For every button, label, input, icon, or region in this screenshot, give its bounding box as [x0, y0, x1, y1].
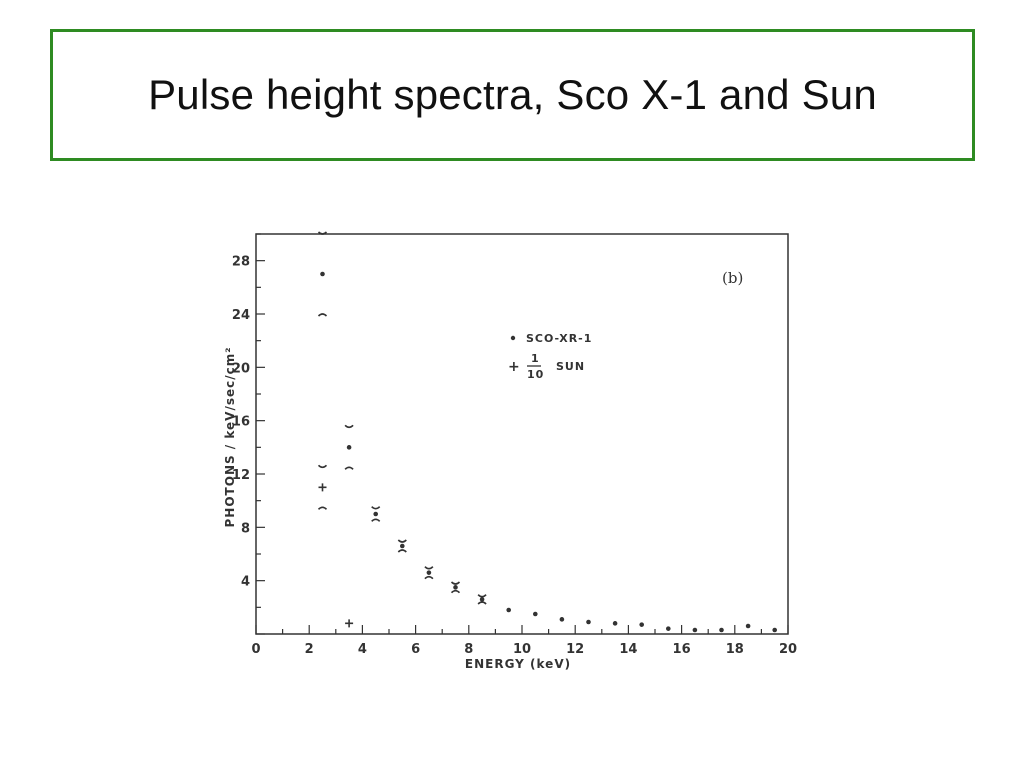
sco-data-point: [506, 607, 512, 613]
sun-data-point: [345, 619, 354, 628]
sun-data-point: [318, 483, 327, 492]
sco-data-point: [479, 597, 485, 602]
sco-data-point: [586, 619, 591, 625]
y-tick-label: 20: [232, 361, 250, 376]
panel-label: (b): [722, 269, 743, 287]
slide-title: Pulse height spectra, Sco X-1 and Sun: [148, 71, 877, 118]
x-tick-label: 4: [358, 642, 367, 657]
sco-data-point: [639, 622, 644, 627]
error-bar-upper: [477, 594, 487, 598]
legend-fraction-numerator: 1: [531, 352, 540, 365]
x-tick-label: 20: [779, 642, 797, 657]
sco-data-point: [719, 627, 724, 633]
sco-data-point: [612, 621, 618, 626]
sco-data-point: [346, 445, 352, 450]
x-axis-title: ENERGY (keV): [465, 657, 571, 671]
error-bar-lower: [477, 601, 487, 605]
sco-data-point: [772, 627, 777, 633]
slide-title-box: Pulse height spectra, Sco X-1 and Sun: [50, 29, 975, 161]
sco-data-point: [320, 271, 325, 277]
x-tick-label: 14: [619, 642, 637, 657]
sco-data-point: [373, 511, 379, 517]
error-bar-lower: [344, 466, 354, 470]
x-tick-label: 16: [673, 642, 691, 657]
legend-sco-label: SCO-XR-1: [526, 332, 592, 345]
sco-data-point: [453, 585, 458, 590]
legend-fraction-denominator: 10: [527, 368, 544, 381]
sco-data-point: [400, 543, 405, 549]
error-bar-upper: [344, 424, 354, 429]
sco-data-point: [745, 623, 751, 629]
x-tick-label: 2: [305, 642, 314, 657]
error-bar-lower: [397, 549, 407, 553]
error-bar-lower: [317, 313, 328, 317]
x-tick-label: 10: [513, 642, 531, 657]
y-axis: 4 8 12 16 20 24 28: [232, 233, 265, 635]
sco-data-point: [692, 627, 698, 633]
error-bar-upper: [424, 566, 434, 570]
sco-data-point: [666, 626, 671, 631]
sco-data-point: [559, 617, 565, 622]
error-bar-lower: [371, 518, 381, 522]
legend-dot-marker: [510, 335, 516, 341]
x-tick-label: 6: [411, 642, 420, 657]
error-bar-upper: [397, 539, 407, 543]
x-tick-label: 8: [464, 642, 473, 657]
sco-data-point: [426, 570, 432, 575]
y-tick-label: 28: [232, 255, 250, 270]
plot-frame: [255, 233, 789, 635]
sco-data-point: [533, 611, 538, 617]
y-tick-label: 4: [241, 575, 250, 590]
error-bar-upper: [317, 464, 328, 469]
error-bar-lower: [450, 589, 461, 594]
y-tick-label: 12: [232, 468, 250, 483]
y-tick-label: 8: [241, 521, 250, 536]
x-axis: 0 2 4 6 8 10 12 14 16 18 20: [251, 625, 797, 657]
y-tick-label: 16: [232, 415, 250, 430]
data-marks: [317, 231, 777, 633]
error-bar-upper: [317, 231, 328, 235]
error-bar-upper: [371, 506, 381, 510]
legend-plus-marker: +: [508, 359, 521, 375]
y-tick-label: 24: [232, 308, 250, 323]
error-bar-lower: [424, 575, 434, 580]
plot-border: [255, 233, 789, 635]
x-tick-label: 18: [726, 642, 744, 657]
error-bar-lower: [317, 506, 328, 510]
y-axis-title: PHOTONS / keV/sec/cm²: [223, 347, 237, 528]
error-bar-upper: [450, 581, 461, 585]
x-tick-label: 12: [566, 642, 584, 657]
legend: SCO-XR-1 + 1 10 SUN: [508, 332, 592, 381]
x-tick-label: 0: [251, 642, 260, 657]
legend-sun-label: SUN: [556, 360, 585, 373]
